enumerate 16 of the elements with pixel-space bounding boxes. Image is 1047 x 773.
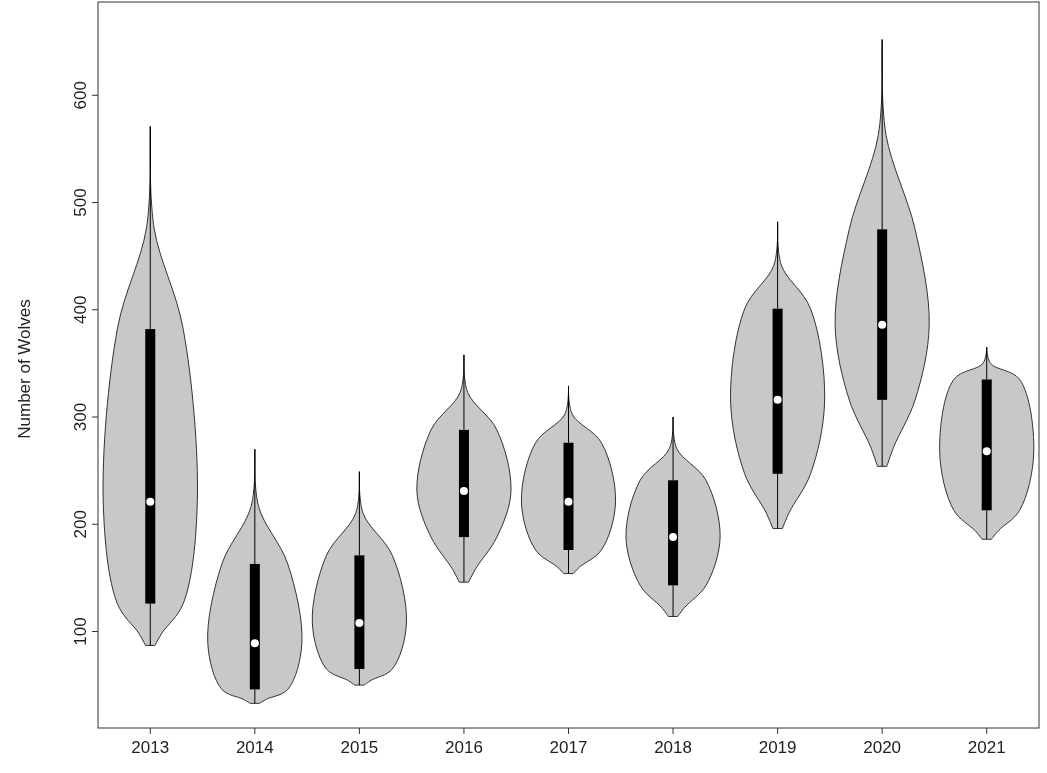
x-tick-label: 2018 <box>654 738 692 757</box>
x-tick-label: 2021 <box>967 738 1006 757</box>
x-tick-label: 2015 <box>340 738 379 757</box>
x-tick-label: 2016 <box>445 738 483 757</box>
x-tick-label: 2017 <box>549 738 588 757</box>
y-tick-label: 100 <box>71 617 90 646</box>
x-tick-label: 2019 <box>758 738 797 757</box>
x-tick-label: 2014 <box>235 738 274 757</box>
x-tick-label: 2020 <box>863 738 902 757</box>
x-tick-label: 2013 <box>131 738 170 757</box>
y-axis-title: Number of Wolves <box>15 299 34 439</box>
y-tick-label: 400 <box>71 295 90 324</box>
y-tick-label: 200 <box>71 510 90 539</box>
y-tick-label: 600 <box>71 81 90 110</box>
y-tick-label: 300 <box>71 402 90 432</box>
y-tick-label: 500 <box>71 188 90 217</box>
